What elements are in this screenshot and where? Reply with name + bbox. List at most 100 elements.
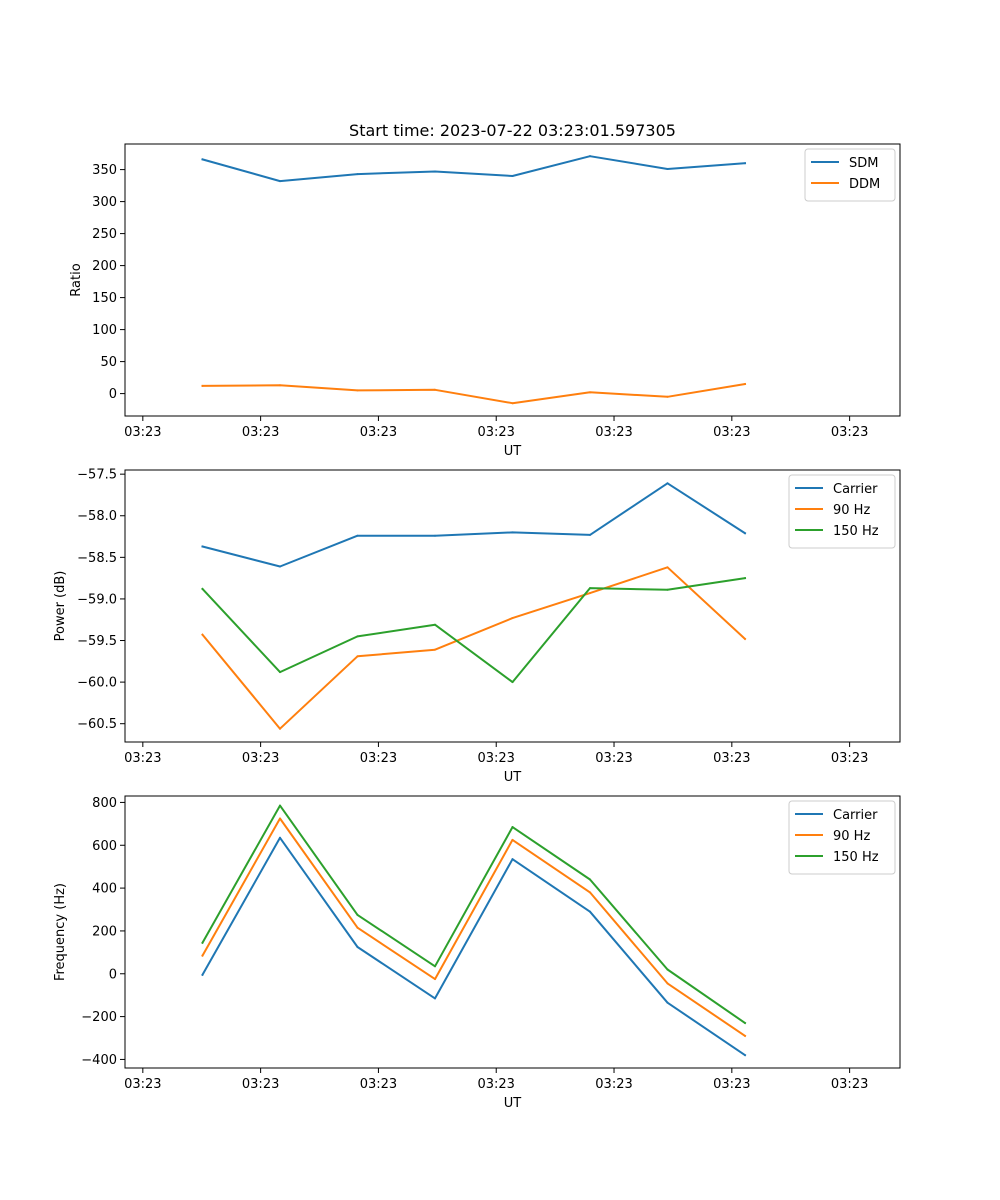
series-line-90-hz	[201, 566, 747, 730]
data-point-90-hz	[201, 954, 204, 957]
data-point-150-hz	[744, 577, 746, 580]
x-tick-label: 03:23	[477, 751, 514, 766]
data-point-90-hz	[356, 926, 359, 929]
x-tick-label: 03:23	[124, 751, 161, 766]
data-point-sdm	[201, 158, 204, 161]
legend: Carrier 90 Hz 150 Hz	[788, 474, 896, 549]
data-point-sdm	[279, 180, 281, 183]
chart-title: Start time: 2023-07-22 03:23:01.597305	[349, 121, 676, 140]
y-tick-label: 0	[109, 967, 117, 982]
x-tick-label: 03:23	[831, 425, 868, 440]
data-point-90-hz	[589, 891, 591, 894]
data-point-150-hz	[356, 635, 359, 638]
data-point-90-hz	[666, 566, 669, 569]
plot-area-frame	[124, 143, 901, 417]
data-point-150-hz	[434, 623, 436, 626]
data-point-carrier	[279, 836, 281, 839]
legend-entry-90-hz: 90 Hz	[833, 503, 870, 518]
y-tick-label: 400	[92, 882, 117, 897]
x-axis-label: UT	[504, 1096, 522, 1111]
legend-entry-carrier: Carrier	[833, 808, 878, 823]
data-point-ddm	[434, 388, 436, 391]
y-tick-label: 800	[92, 796, 117, 811]
chart-panel-2: 03:23 03:23 03:23 03:23 03:23 03:23 03:23 −60.5…	[53, 468, 901, 785]
y-tick-label: −58.5	[77, 551, 117, 566]
data-point-90-hz	[511, 617, 514, 620]
series-line-sdm	[201, 155, 747, 183]
x-axis-label: UT	[504, 444, 522, 459]
data-point-150-hz	[744, 1022, 746, 1025]
data-point-carrier	[201, 973, 204, 976]
data-point-carrier	[356, 945, 359, 948]
y-tick-label: −59.5	[77, 634, 117, 649]
series-line-90-hz	[201, 817, 747, 1038]
data-point-carrier	[279, 565, 281, 568]
data-point-carrier	[511, 531, 514, 534]
x-tick-label: 03:23	[713, 1077, 750, 1092]
chart-panel-1: 03:23 03:23 03:23 03:23 03:23 03:23 03:23 0 50 10…	[69, 121, 901, 459]
data-point-carrier	[511, 858, 514, 861]
data-point-150-hz	[589, 587, 591, 590]
y-tick-label: 600	[92, 839, 117, 854]
legend: SDM DDM	[804, 148, 896, 202]
data-point-150-hz	[201, 941, 204, 944]
data-point-90-hz	[356, 655, 359, 658]
x-tick-label: 03:23	[360, 425, 397, 440]
data-point-sdm	[511, 175, 514, 177]
x-tick-label: 03:23	[360, 1077, 397, 1092]
data-point-carrier	[589, 533, 591, 536]
data-point-sdm	[744, 162, 746, 165]
y-axis-label: Frequency (Hz)	[53, 883, 68, 981]
data-point-carrier	[744, 532, 746, 535]
x-tick-label: 03:23	[360, 751, 397, 766]
data-point-90-hz	[666, 982, 669, 985]
plot-area-frame	[124, 469, 901, 743]
data-point-150-hz	[666, 588, 669, 591]
data-point-ddm	[356, 389, 359, 392]
y-tick-label: 50	[100, 355, 117, 370]
x-tick-label: 03:23	[477, 1077, 514, 1092]
series-line-150-hz	[201, 576, 747, 684]
data-point-150-hz	[434, 965, 436, 968]
data-point-150-hz	[201, 587, 204, 590]
data-point-150-hz	[666, 968, 669, 971]
data-point-90-hz	[279, 817, 281, 820]
legend-entry-150-hz: 150 Hz	[833, 850, 879, 865]
data-point-90-hz	[589, 592, 591, 595]
data-point-sdm	[434, 170, 436, 173]
x-tick-label: 03:23	[713, 425, 750, 440]
data-point-90-hz	[744, 1034, 746, 1037]
x-tick-label: 03:23	[124, 1077, 161, 1092]
x-tick-label: 03:23	[831, 1077, 868, 1092]
data-point-carrier	[201, 545, 204, 548]
y-tick-label: −59.0	[77, 592, 117, 607]
x-tick-label: 03:23	[242, 1077, 279, 1092]
y-tick-label: −58.0	[77, 509, 117, 524]
x-tick-label: 03:23	[242, 751, 279, 766]
data-point-sdm	[356, 173, 359, 176]
y-tick-label: −200	[81, 1010, 117, 1025]
data-point-carrier	[434, 997, 436, 1000]
y-tick-label: 200	[92, 924, 117, 939]
y-tick-label: −60.5	[77, 717, 117, 732]
data-point-ddm	[511, 402, 514, 405]
y-tick-label: −57.5	[77, 468, 117, 483]
data-point-90-hz	[434, 648, 436, 651]
series-line-carrier	[201, 482, 747, 568]
data-point-carrier	[666, 1001, 669, 1004]
y-tick-label: 100	[92, 323, 117, 338]
series-line-carrier	[201, 836, 747, 1057]
y-tick-label: −400	[81, 1053, 117, 1068]
data-point-90-hz	[511, 838, 514, 841]
data-point-carrier	[434, 534, 436, 537]
series-line-ddm	[201, 382, 747, 405]
y-tick-label: 150	[92, 291, 117, 306]
x-tick-label: 03:23	[713, 751, 750, 766]
data-point-150-hz	[589, 878, 591, 881]
x-tick-label: 03:23	[831, 751, 868, 766]
y-axis-label: Power (dB)	[53, 571, 68, 642]
y-axis-label: Ratio	[69, 263, 84, 296]
x-tick-label: 03:23	[595, 1077, 632, 1092]
data-point-150-hz	[511, 681, 514, 684]
data-point-90-hz	[744, 637, 746, 640]
